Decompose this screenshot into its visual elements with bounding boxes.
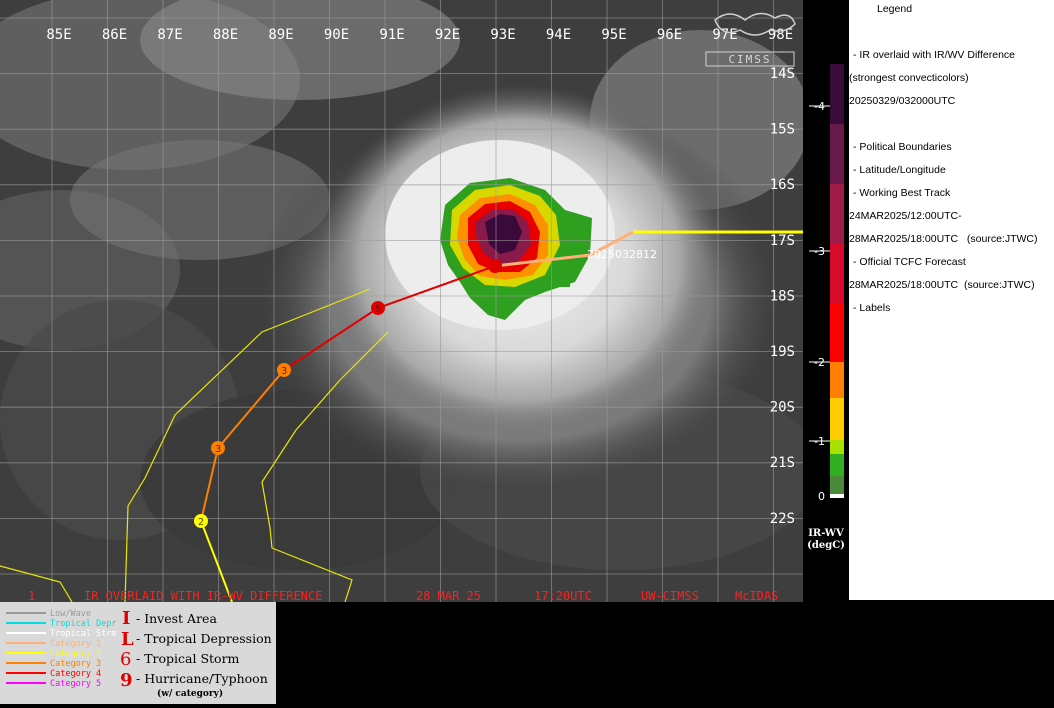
latitude-label: 17S bbox=[770, 233, 795, 249]
forecast-point-cat3-b: 3 bbox=[211, 441, 225, 455]
longitude-label: 90E bbox=[324, 27, 349, 43]
track-type-label: Tropical Depr bbox=[50, 619, 117, 629]
longitude-label: 91E bbox=[379, 27, 404, 43]
caption-product: IR OVERLAID WITH IR-WV DIFFERENCE bbox=[84, 589, 322, 602]
symbol-label: - Tropical Storm bbox=[136, 651, 240, 666]
longitude-label: 93E bbox=[490, 27, 515, 43]
svg-text:5: 5 bbox=[375, 304, 381, 315]
latitude-label: 15S bbox=[770, 122, 795, 138]
forecast-point-cat4: 5 bbox=[371, 301, 385, 315]
scale-tick: -3 bbox=[814, 245, 825, 258]
legend-line: - Latitude/Longitude bbox=[853, 164, 946, 176]
legend-line: - Political Boundaries bbox=[853, 141, 952, 153]
longitude-label: 95E bbox=[601, 27, 626, 43]
svg-text:2: 2 bbox=[198, 517, 204, 528]
symbol-list: I - Invest Area L - Tropical Depression … bbox=[120, 608, 272, 699]
cimss-logo: CIMSS bbox=[705, 12, 796, 67]
forecast-point-cat3-a: 3 bbox=[277, 363, 291, 377]
longitude-label: 92E bbox=[435, 27, 460, 43]
storm-center-marker bbox=[488, 259, 502, 273]
track-type-label: Low/Wave bbox=[50, 609, 91, 619]
longitude-label: 87E bbox=[157, 27, 182, 43]
latitude-label: 19S bbox=[770, 344, 795, 360]
legend-line: 28MAR2025/18:00UTC (source:JTWC) bbox=[849, 279, 1035, 291]
caption-system: McIDAS bbox=[735, 589, 778, 602]
category-note: (w/ category) bbox=[157, 688, 223, 699]
longitude-labels: 85E 86E 87E 88E 89E 90E 91E 92E 93E 94E 95E 96E 97E 9… bbox=[46, 27, 793, 43]
track-type-label: Category 3 bbox=[50, 659, 101, 669]
longitude-label: 98E bbox=[768, 27, 793, 43]
svg-text:3: 3 bbox=[215, 444, 221, 455]
latitude-label: 18S bbox=[770, 288, 795, 304]
depression-icon: L bbox=[121, 629, 134, 650]
caption-date: 28 MAR 25 bbox=[416, 589, 481, 602]
lat-lon-grid bbox=[0, 0, 803, 602]
forecast-point-cat2: 2 bbox=[194, 514, 208, 528]
legend-line: (strongest convecticolors) bbox=[849, 72, 969, 84]
legend-line: 24MAR2025/12:00UTC- bbox=[849, 210, 962, 222]
scale-tick: -1 bbox=[814, 435, 825, 448]
longitude-label: 89E bbox=[268, 27, 293, 43]
forecast-cone bbox=[0, 288, 389, 602]
storm-time-label: 2025032812 bbox=[587, 248, 657, 261]
legend-line: - Official TCFC Forecast bbox=[853, 256, 966, 268]
scale-units-line2: (degC) bbox=[807, 540, 845, 551]
scale-tick: -2 bbox=[814, 356, 825, 369]
longitude-label: 97E bbox=[712, 27, 737, 43]
tropical-storm-icon: 6 bbox=[120, 649, 131, 670]
bottom-filler bbox=[276, 602, 1054, 704]
track-type-label: Category 5 bbox=[50, 679, 101, 689]
legend-panel: Legend - IR overlaid with IR/WV Differen… bbox=[849, 0, 1054, 600]
forecast-track bbox=[200, 265, 496, 602]
legend-title: Legend bbox=[877, 3, 913, 15]
cloud-imagery bbox=[0, 0, 803, 602]
scale-tick: 0 bbox=[818, 490, 825, 503]
track-type-label: Category 2 bbox=[50, 649, 101, 659]
scale-tick: -4 bbox=[814, 100, 825, 113]
image-caption: 1 IR OVERLAID WITH IR-WV DIFFERENCE 28 M… bbox=[28, 589, 778, 602]
longitude-label: 94E bbox=[546, 27, 571, 43]
hurricane-icon: 9 bbox=[120, 670, 133, 691]
latitude-labels: 14S 15S 16S 17S 18S 19S 20S 21S 22S bbox=[770, 66, 795, 527]
track-type-label: Category 1 bbox=[50, 639, 101, 649]
best-track bbox=[494, 230, 803, 268]
latitude-label: 20S bbox=[770, 400, 795, 416]
longitude-label: 88E bbox=[213, 27, 238, 43]
longitude-label: 85E bbox=[46, 27, 71, 43]
latitude-label: 16S bbox=[770, 177, 795, 193]
legend-line: 28MAR2025/18:00UTC (source:JTWC) bbox=[849, 233, 1038, 245]
symbol-label: - Hurricane/Typhoon bbox=[136, 671, 268, 686]
invest-icon: I bbox=[122, 608, 130, 629]
latitude-label: 21S bbox=[770, 455, 795, 471]
symbol-label: - Invest Area bbox=[136, 611, 217, 626]
satellite-map: 85E 86E 87E 88E 89E 90E 91E 92E 93E 94E 95E 96E 97E 9… bbox=[0, 0, 803, 602]
symbol-label: - Tropical Depression bbox=[136, 631, 272, 646]
svg-text:3: 3 bbox=[281, 366, 287, 377]
legend-line: - IR overlaid with IR/WV Difference bbox=[853, 49, 1016, 61]
latitude-label: 14S bbox=[770, 66, 795, 82]
caption-frame-number: 1 bbox=[28, 589, 35, 602]
cimss-logo-text: CIMSS bbox=[728, 53, 771, 66]
scale-units-line1: IR-WV bbox=[808, 528, 844, 539]
legend-line: - Labels bbox=[853, 302, 891, 314]
track-type-label: Tropical Strm bbox=[50, 629, 117, 639]
longitude-label: 96E bbox=[657, 27, 682, 43]
longitude-label: 86E bbox=[102, 27, 127, 43]
track-type-label: Category 4 bbox=[50, 669, 101, 679]
track-key: Low/Wave Tropical Depr Tropical Strm Catego… bbox=[0, 602, 276, 704]
color-scale: -4 -3 -2 -1 0 IR-WV (degC) bbox=[803, 0, 849, 602]
legend-line: 20250329/032000UTC bbox=[849, 95, 956, 107]
legend-line: - Working Best Track bbox=[853, 187, 951, 199]
caption-source: UW-CIMSS bbox=[641, 589, 699, 602]
caption-time: 17:20UTC bbox=[534, 589, 592, 602]
latitude-label: 22S bbox=[770, 511, 795, 527]
